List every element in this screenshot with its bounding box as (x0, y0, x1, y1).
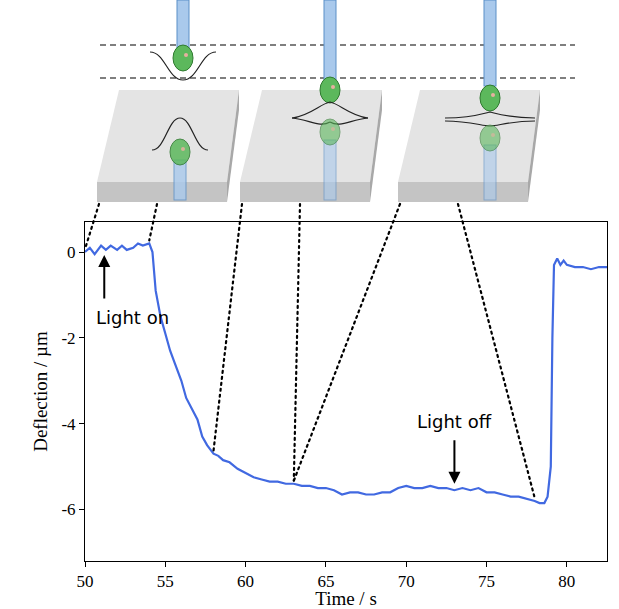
svg-text:65: 65 (317, 572, 334, 591)
svg-text:Light off: Light off (417, 411, 492, 432)
svg-text:Deflection / µm: Deflection / µm (30, 331, 51, 452)
svg-text:60: 60 (237, 572, 254, 591)
svg-text:50: 50 (77, 572, 94, 591)
svg-text:80: 80 (558, 572, 575, 591)
svg-text:Time / s: Time / s (315, 588, 377, 609)
svg-text:-2: -2 (61, 329, 75, 348)
svg-text:-4: -4 (61, 415, 76, 434)
svg-text:75: 75 (478, 572, 495, 591)
svg-text:Light on: Light on (96, 307, 169, 328)
svg-text:0: 0 (67, 243, 76, 262)
svg-text:55: 55 (157, 572, 174, 591)
svg-text:-6: -6 (61, 500, 75, 519)
svg-text:70: 70 (398, 572, 415, 591)
